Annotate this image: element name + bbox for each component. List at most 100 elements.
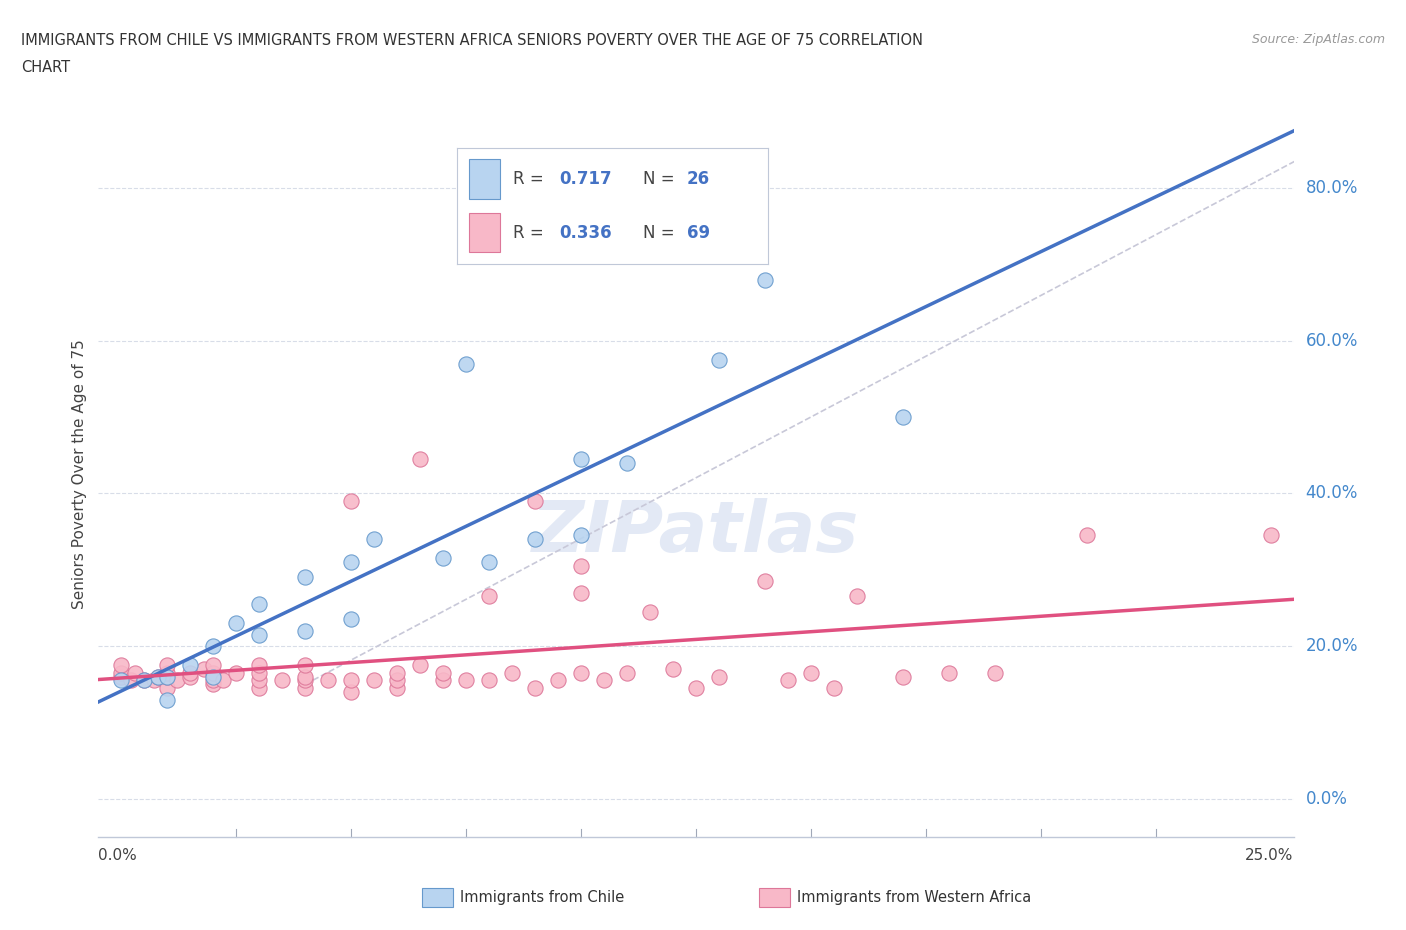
Point	[294, 623, 316, 638]
Point	[662, 661, 685, 676]
Text: ZIPatlas: ZIPatlas	[533, 498, 859, 566]
Point	[247, 627, 270, 642]
Point	[202, 639, 225, 654]
Point	[456, 356, 478, 371]
Point	[501, 665, 523, 680]
Text: Immigrants from Chile: Immigrants from Chile	[460, 890, 624, 905]
Point	[569, 559, 592, 574]
Point	[432, 551, 454, 565]
Text: 80.0%: 80.0%	[1305, 179, 1358, 197]
Point	[569, 665, 592, 680]
Point	[340, 494, 363, 509]
Text: N =: N =	[644, 223, 681, 242]
Point	[247, 681, 270, 696]
Point	[845, 589, 868, 604]
Point	[271, 673, 294, 688]
Point	[409, 452, 432, 467]
Point	[156, 670, 179, 684]
Point	[247, 665, 270, 680]
Point	[569, 528, 592, 543]
Point	[524, 681, 547, 696]
Point	[156, 665, 179, 680]
Point	[385, 673, 408, 688]
Point	[938, 665, 960, 680]
Text: CHART: CHART	[21, 60, 70, 75]
Point	[202, 665, 225, 680]
Point	[547, 673, 569, 688]
Point	[754, 272, 776, 287]
Point	[340, 673, 363, 688]
Point	[478, 673, 501, 688]
Point	[340, 554, 363, 569]
Point	[409, 658, 432, 672]
Point	[385, 665, 408, 680]
Point	[823, 681, 845, 696]
Point	[707, 352, 730, 367]
Point	[1076, 528, 1098, 543]
Text: 40.0%: 40.0%	[1305, 485, 1358, 502]
Bar	[470, 159, 501, 199]
Point	[776, 673, 799, 688]
Text: 0.0%: 0.0%	[98, 848, 138, 863]
Text: 0.336: 0.336	[560, 223, 612, 242]
Point	[179, 658, 201, 672]
Point	[179, 665, 201, 680]
Point	[593, 673, 616, 688]
Text: N =: N =	[644, 170, 681, 188]
Point	[110, 673, 132, 688]
Point	[891, 670, 914, 684]
Point	[294, 570, 316, 585]
Point	[363, 673, 385, 688]
Text: 69: 69	[688, 223, 710, 242]
Point	[363, 532, 385, 547]
Point	[294, 673, 316, 688]
Point	[124, 665, 146, 680]
Point	[340, 684, 363, 699]
Point	[225, 665, 247, 680]
Point	[432, 665, 454, 680]
Text: R =: R =	[513, 223, 548, 242]
Point	[800, 665, 823, 680]
Point	[134, 673, 156, 688]
Point	[707, 670, 730, 684]
Point	[247, 658, 270, 672]
Point	[110, 658, 132, 672]
Point	[524, 532, 547, 547]
Point	[134, 673, 156, 688]
Point	[156, 670, 179, 684]
Point	[385, 681, 408, 696]
Point	[754, 574, 776, 589]
Point	[211, 673, 233, 688]
Point	[294, 681, 316, 696]
Text: 25.0%: 25.0%	[1246, 848, 1294, 863]
Text: 60.0%: 60.0%	[1305, 332, 1358, 350]
Point	[524, 494, 547, 509]
Text: 26: 26	[688, 170, 710, 188]
Text: Immigrants from Western Africa: Immigrants from Western Africa	[797, 890, 1032, 905]
Point	[156, 681, 179, 696]
Point	[569, 585, 592, 600]
Point	[156, 658, 179, 672]
Point	[638, 604, 661, 619]
Point	[166, 673, 188, 688]
Point	[983, 665, 1005, 680]
Point	[193, 661, 215, 676]
Point	[142, 673, 165, 688]
Text: R =: R =	[513, 170, 548, 188]
Text: 0.717: 0.717	[560, 170, 612, 188]
Point	[120, 673, 142, 688]
Point	[478, 554, 501, 569]
Text: IMMIGRANTS FROM CHILE VS IMMIGRANTS FROM WESTERN AFRICA SENIORS POVERTY OVER THE: IMMIGRANTS FROM CHILE VS IMMIGRANTS FROM…	[21, 33, 924, 47]
Point	[202, 670, 225, 684]
Point	[316, 673, 339, 688]
Point	[179, 670, 201, 684]
Point	[225, 616, 247, 631]
Bar	[470, 213, 501, 252]
Point	[202, 658, 225, 672]
Point	[616, 456, 638, 471]
Point	[148, 670, 170, 684]
Point	[891, 409, 914, 424]
Point	[432, 673, 454, 688]
Point	[294, 658, 316, 672]
Y-axis label: Seniors Poverty Over the Age of 75: Seniors Poverty Over the Age of 75	[72, 339, 87, 609]
